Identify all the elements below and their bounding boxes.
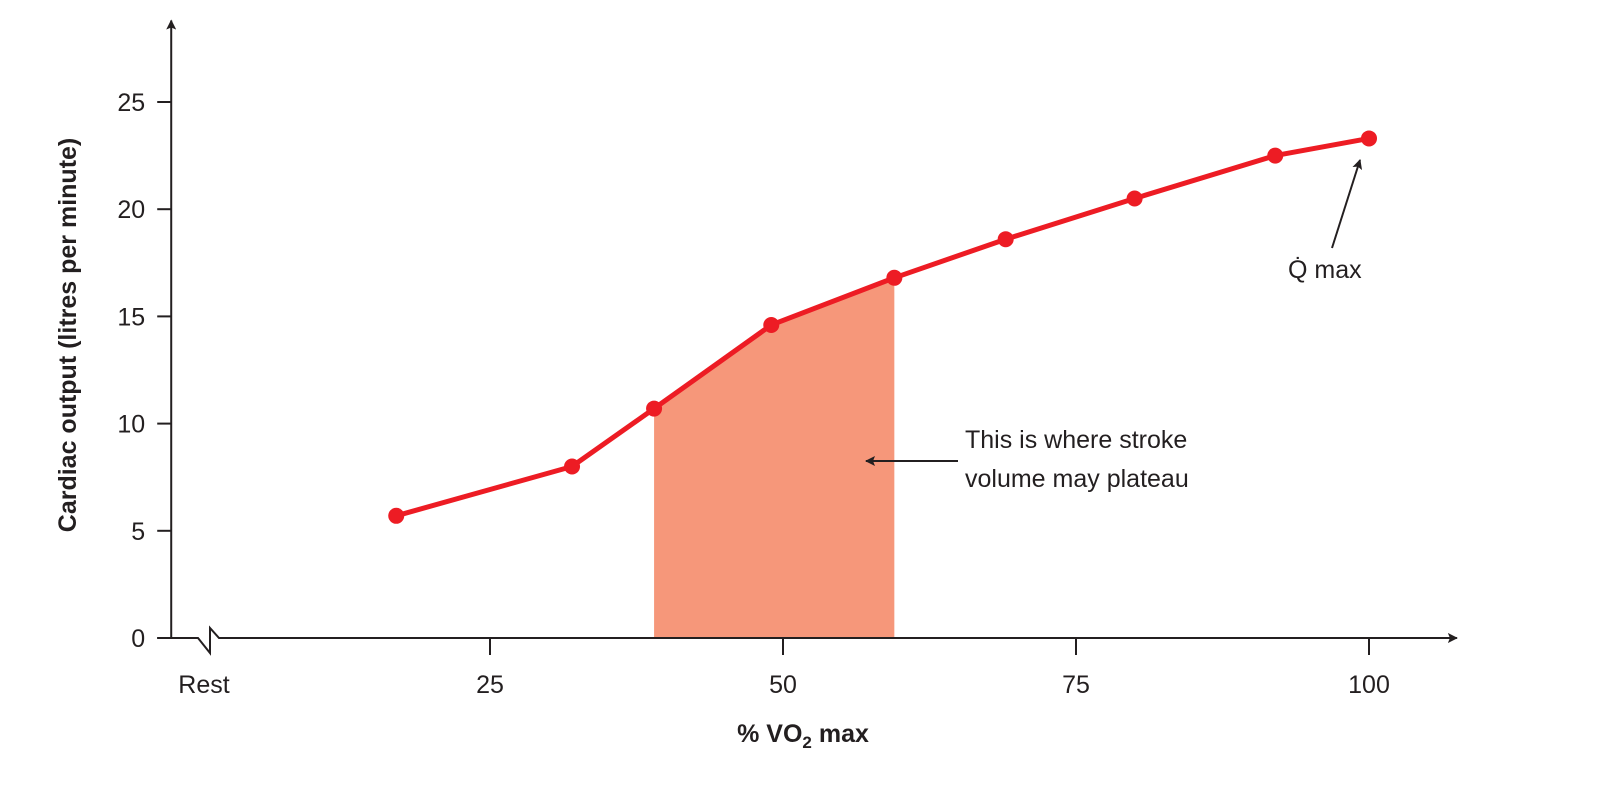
x-tick-label: 100 [1348,671,1390,699]
y-axis-label: Cardiac output (litres per minute) [54,138,82,532]
x-tick-label: 25 [476,671,504,699]
qmax-annotation-arrow [1331,159,1363,249]
y-tick-label: 15 [117,303,145,331]
data-point [1267,147,1284,164]
x-tick-label: Rest [178,671,229,699]
data-point [763,316,780,333]
data-point [1361,130,1377,147]
data-point [564,458,581,475]
qmax-annotation: Q̇ max [1288,255,1362,284]
plateau-annotation-line1: This is where stroke [965,426,1187,454]
data-point [1126,190,1143,207]
y-tick-label: 10 [117,411,145,439]
data-point [646,400,663,417]
data-point [997,231,1014,248]
y-tick-label: 20 [117,196,145,224]
y-tick-label: 0 [131,625,145,653]
y-tick-label: 25 [117,89,145,117]
x-axis-label: % VO2 max [737,720,869,752]
data-point [886,269,903,286]
x-tick-label: 50 [769,671,797,699]
plateau-annotation-line2: volume may plateau [965,465,1189,493]
x-tick-label: 75 [1062,671,1090,699]
data-point [388,507,405,524]
x-axis [157,625,1458,656]
y-tick-label: 5 [131,518,145,546]
